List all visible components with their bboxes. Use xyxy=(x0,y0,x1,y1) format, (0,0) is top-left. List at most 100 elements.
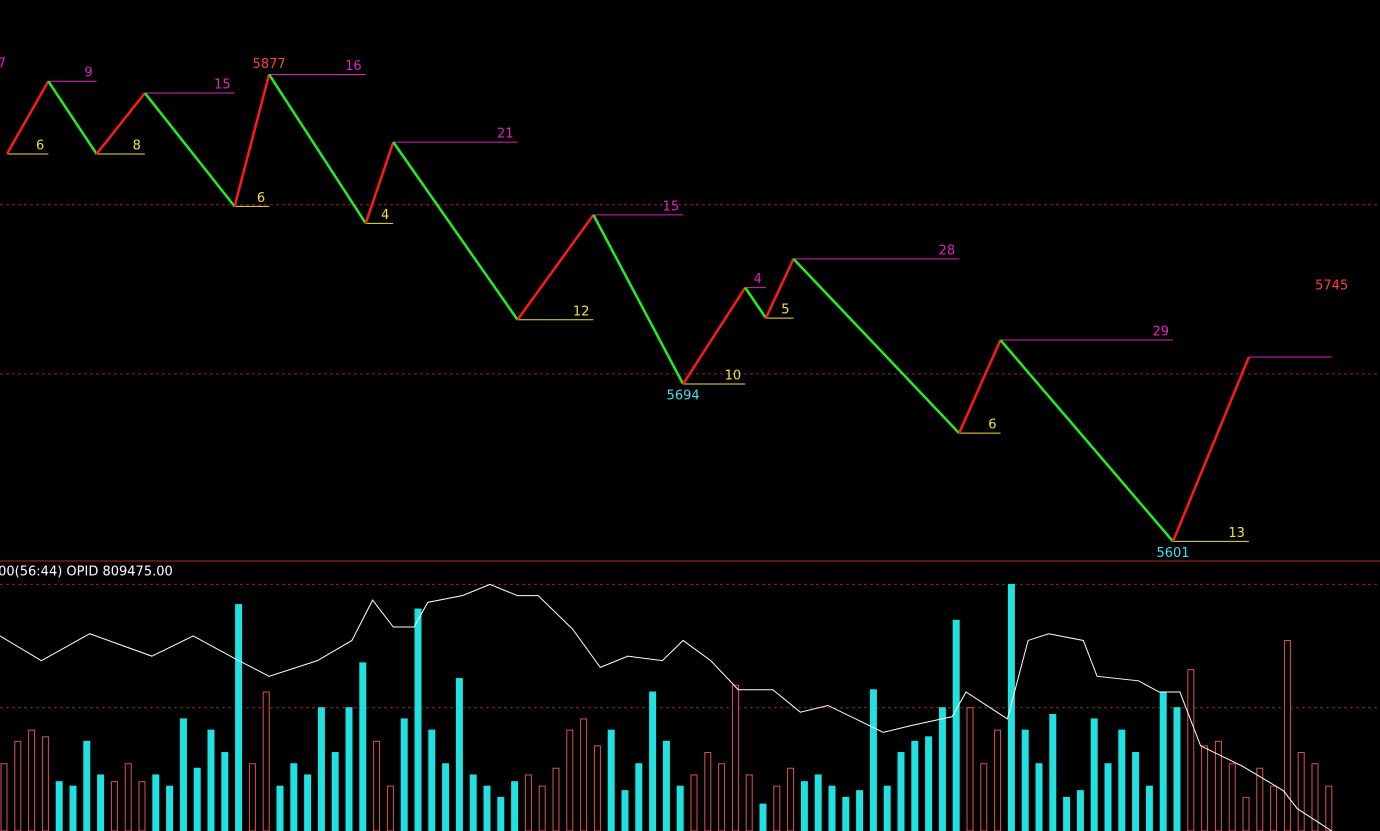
volume-bar xyxy=(0,763,8,831)
volume-bar xyxy=(207,729,215,831)
volume-bar xyxy=(69,785,77,831)
volume-bar xyxy=(1228,763,1236,831)
volume-bar xyxy=(179,718,187,831)
zigzag-segment xyxy=(1171,356,1251,542)
volume-bar xyxy=(1201,745,1209,831)
zigzag-segment xyxy=(957,339,1002,434)
volume-bar xyxy=(856,790,864,831)
volume-bar xyxy=(442,763,450,831)
volume-bar xyxy=(193,767,201,831)
volume-bar xyxy=(966,707,974,831)
volume-bar xyxy=(925,736,933,831)
volume-bar xyxy=(1132,752,1140,831)
volume-bar xyxy=(842,796,850,831)
pivot-count: 4 xyxy=(381,208,389,223)
volume-bar xyxy=(248,763,256,831)
volume-bar xyxy=(897,752,905,831)
volume-bar xyxy=(566,729,574,831)
volume-bar xyxy=(649,691,657,831)
volume-bar xyxy=(221,752,229,831)
volume-bar xyxy=(124,763,132,831)
pivot-count: 29 xyxy=(1152,325,1169,340)
volume-bar xyxy=(262,691,270,831)
volume-bar xyxy=(800,781,808,831)
volume-bar xyxy=(676,785,684,831)
volume-bar xyxy=(41,736,49,831)
zigzag-segment xyxy=(764,258,795,319)
volume-bar xyxy=(276,785,284,831)
volume-bar xyxy=(83,740,91,831)
volume-bar xyxy=(55,781,63,831)
volume-bar xyxy=(787,767,795,831)
pivot-count: 16 xyxy=(345,59,362,74)
volume-bar xyxy=(718,763,726,831)
volume-bar xyxy=(138,781,146,831)
volume-bar xyxy=(400,718,408,831)
pivot-count: 4 xyxy=(754,272,762,287)
volume-bar xyxy=(1104,763,1112,831)
pivot-count: 6 xyxy=(257,191,265,206)
volume-bar xyxy=(1007,583,1015,831)
pivot-count: 13 xyxy=(1228,526,1245,541)
pivot-count: 15 xyxy=(214,78,231,93)
zigzag-segment xyxy=(364,141,395,224)
pivot-count: 12 xyxy=(573,304,590,319)
volume-bar xyxy=(1242,796,1250,831)
volume-bar xyxy=(883,785,891,831)
volume-bar xyxy=(580,718,588,831)
volume-bar xyxy=(331,752,339,831)
volume-bar xyxy=(1311,763,1319,831)
volume-bar xyxy=(166,785,174,831)
volume-bar xyxy=(1283,639,1291,831)
volume-bar xyxy=(994,729,1002,831)
volume-bar xyxy=(1021,729,1029,831)
volume-bar xyxy=(814,774,822,831)
volume-bar xyxy=(304,774,312,831)
volume-bar xyxy=(662,740,670,831)
volume-bar xyxy=(14,740,22,831)
pivot-count: 21 xyxy=(497,127,514,142)
price-label: 5694 xyxy=(667,389,700,404)
volume-bar xyxy=(1159,691,1167,831)
zigzag-segment xyxy=(143,92,236,208)
volume-bar xyxy=(938,707,946,831)
zigzag-segment xyxy=(999,339,1174,543)
volume-bar xyxy=(97,774,105,831)
volume-bar xyxy=(524,774,532,831)
pivot-count: 15 xyxy=(663,199,680,214)
price-label: 5877 xyxy=(253,57,286,72)
volume-bar xyxy=(497,796,505,831)
volume-bar xyxy=(1270,785,1278,831)
volume-bar xyxy=(1145,785,1153,831)
volume-bar xyxy=(152,774,160,831)
volume-bar xyxy=(1187,669,1195,831)
pivot-count: 28 xyxy=(939,243,956,258)
zigzag-segment xyxy=(268,73,367,225)
volume-bar xyxy=(690,774,698,831)
volume-bar xyxy=(1325,785,1333,831)
pivot-count: 9 xyxy=(84,66,92,81)
volume-bar xyxy=(759,803,767,831)
volume-bar xyxy=(635,763,643,831)
volume-bar xyxy=(483,785,491,831)
volume-bar xyxy=(1035,763,1043,831)
volume-bar xyxy=(428,729,436,831)
volume-bar xyxy=(704,752,712,831)
volume-bar xyxy=(359,662,367,831)
price-label: 5601 xyxy=(1156,546,1189,561)
pivot-count: 6 xyxy=(36,138,44,153)
zigzag-segment xyxy=(682,286,747,385)
volume-bar xyxy=(373,740,381,831)
volume-bar xyxy=(552,767,560,831)
zigzag-segment xyxy=(392,141,519,321)
volume-bar xyxy=(317,707,325,831)
zigzag-segment xyxy=(516,214,595,321)
indicator-line xyxy=(0,583,1332,831)
volume-bar xyxy=(110,781,118,831)
pivot-count: 8 xyxy=(133,138,141,153)
zigzag-segment xyxy=(95,92,146,155)
volume-bar xyxy=(538,785,546,831)
indicator-text: .00(56:44) OPID 809475.00 xyxy=(0,565,173,580)
pivot-count: 5 xyxy=(781,303,789,318)
